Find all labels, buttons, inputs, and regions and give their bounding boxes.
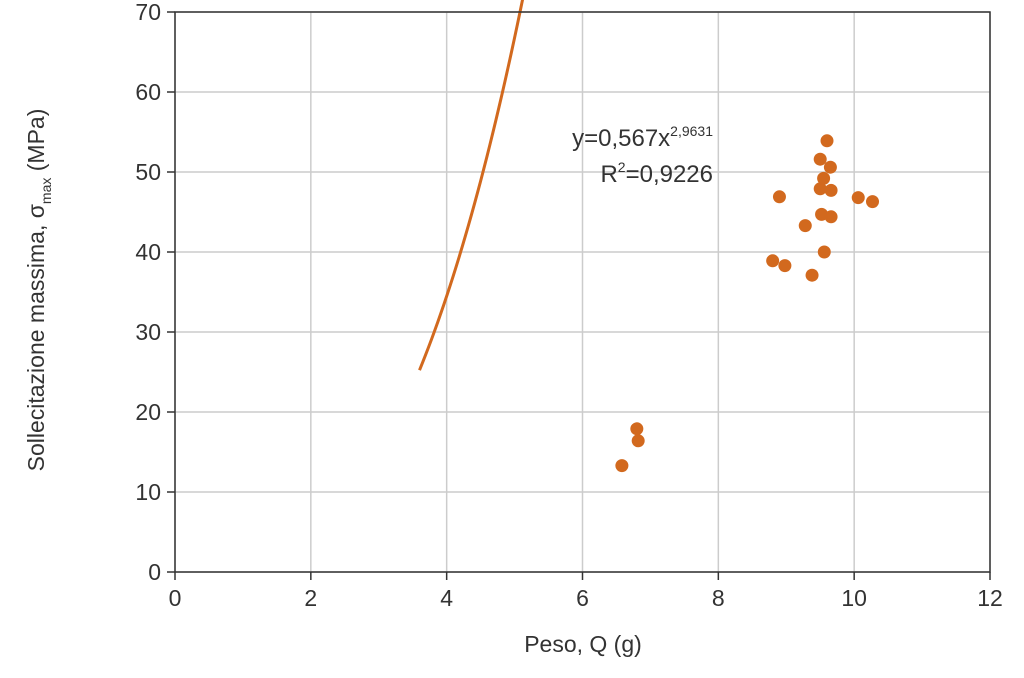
gridlines: [174, 11, 991, 573]
data-point: [813, 182, 827, 196]
y-tick-label: 20: [135, 399, 161, 425]
data-point: [813, 152, 827, 166]
data-points: [615, 134, 880, 473]
x-tick-label: 12: [977, 585, 1003, 611]
data-point: [866, 195, 880, 209]
data-point: [805, 268, 819, 282]
x-tick-label: 0: [169, 585, 182, 611]
data-point: [630, 422, 644, 436]
y-tick-label: 40: [135, 239, 161, 265]
data-point: [766, 254, 780, 268]
x-tick-label: 8: [712, 585, 725, 611]
x-tick-labels: 0 2 4 6 8 10 12: [169, 572, 1003, 611]
y-axis-label: Sollecitazione massima, σmax (MPa): [23, 109, 54, 472]
x-tick-label: 2: [304, 585, 317, 611]
data-point: [798, 219, 812, 233]
y-tick-label: 60: [135, 79, 161, 105]
data-point: [823, 160, 837, 174]
y-tick-label: 0: [148, 559, 161, 585]
fit-curve-layer: [418, 0, 525, 371]
x-tick-label: 6: [576, 585, 589, 611]
data-point: [851, 191, 865, 205]
data-point: [817, 171, 831, 185]
y-tick-label: 10: [135, 479, 161, 505]
r-squared: R2=0,9226: [600, 159, 713, 188]
x-tick-label: 10: [841, 585, 867, 611]
data-point: [631, 434, 645, 448]
data-point: [817, 245, 831, 259]
x-axis-label: Peso, Q (g): [524, 631, 642, 657]
y-tick-label: 50: [135, 159, 161, 185]
data-point: [772, 190, 786, 204]
y-tick-label: 70: [135, 0, 161, 25]
data-point: [824, 210, 838, 224]
power-fit-curve: [418, 0, 525, 371]
fit-equation: y=0,567x2,9631: [572, 123, 713, 152]
y-tick-label: 30: [135, 319, 161, 345]
data-point: [778, 259, 792, 273]
y-tick-labels: 0 10 20 30 40 50 60 70: [135, 0, 175, 585]
data-point: [824, 183, 838, 197]
data-point: [820, 134, 834, 148]
data-point: [615, 459, 629, 473]
x-tick-label: 4: [440, 585, 453, 611]
